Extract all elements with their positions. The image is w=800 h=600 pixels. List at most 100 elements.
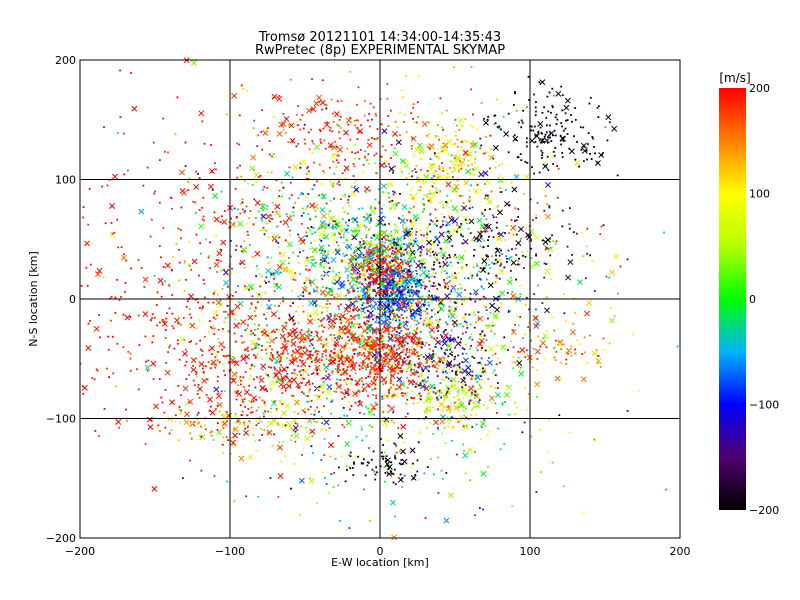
data-point-dot — [399, 192, 401, 195]
data-point-dot — [114, 296, 117, 299]
data-point-dot — [386, 270, 388, 273]
data-point-dot — [547, 419, 550, 422]
data-point-dot — [436, 173, 439, 176]
data-point-dot — [112, 372, 115, 375]
data-point-cross — [343, 165, 350, 172]
data-point-dot — [594, 439, 597, 442]
data-point-dot — [300, 374, 302, 376]
data-point-dot — [413, 385, 416, 388]
data-point-dot — [188, 323, 190, 326]
data-point-dot — [246, 327, 249, 330]
data-point-dot — [389, 274, 392, 277]
data-point-dot — [405, 394, 408, 397]
data-point-dot — [487, 245, 489, 247]
data-point-dot — [405, 306, 407, 309]
data-point-cross — [262, 130, 269, 137]
data-point-dot — [359, 272, 362, 275]
data-point-dot — [385, 267, 388, 269]
data-point-dot — [556, 118, 559, 121]
data-point-dot — [184, 403, 187, 406]
data-point-dot — [410, 254, 412, 257]
data-point-dot — [454, 142, 457, 145]
data-point-dot — [419, 431, 422, 433]
data-point-dot — [446, 395, 449, 397]
data-point-cross — [333, 111, 340, 118]
data-point-dot — [426, 233, 429, 236]
data-point-dot — [397, 282, 400, 285]
data-point-cross — [315, 394, 322, 401]
data-point-dot — [274, 368, 276, 371]
data-point-dot — [391, 293, 393, 295]
data-point-dot — [546, 203, 548, 206]
data-point-dot — [149, 235, 152, 238]
data-point-dot — [355, 258, 358, 261]
data-point-dot — [375, 319, 378, 321]
data-point-dot — [246, 414, 248, 417]
data-point-dot — [370, 372, 373, 375]
data-point-dot — [445, 376, 448, 379]
data-point-dot — [257, 343, 260, 346]
data-point-dot — [207, 301, 210, 304]
data-point-dot — [278, 95, 281, 97]
data-point-dot — [290, 395, 293, 397]
data-point-dot — [321, 249, 324, 252]
data-point-dot — [436, 220, 438, 222]
data-point-dot — [366, 302, 369, 305]
data-point-dot — [435, 188, 438, 191]
data-point-dot — [316, 501, 319, 504]
data-point-dot — [201, 218, 204, 221]
data-point-dot — [606, 139, 609, 142]
data-point-dot — [445, 363, 448, 366]
data-point-dot — [426, 194, 429, 197]
data-point-dot — [530, 239, 532, 242]
data-point-cross — [239, 259, 246, 266]
data-point-dot — [351, 338, 354, 340]
data-point-cross — [183, 411, 190, 418]
data-point-dot — [330, 400, 333, 403]
data-point-dot — [254, 386, 257, 389]
data-point-dot — [518, 263, 521, 266]
data-point-dot — [464, 289, 466, 291]
data-point-dot — [337, 248, 339, 251]
data-point-dot — [243, 421, 246, 424]
data-point-dot — [116, 132, 119, 134]
data-point-dot — [381, 262, 384, 265]
data-point-dot — [519, 316, 522, 318]
data-point-dot — [568, 223, 571, 226]
data-point-cross — [223, 279, 229, 286]
data-point-dot — [374, 272, 377, 275]
data-point-dot — [468, 337, 471, 340]
data-point-dot — [318, 385, 321, 388]
data-point-dot — [269, 220, 271, 223]
data-point-dot — [369, 262, 372, 264]
data-point-dot — [453, 396, 455, 399]
data-point-dot — [460, 233, 462, 236]
data-point-dot — [409, 231, 412, 233]
data-point-cross — [147, 424, 154, 431]
data-point-cross — [392, 150, 399, 157]
data-point-dot — [475, 400, 477, 403]
data-point-dot — [197, 434, 200, 437]
data-point-dot — [434, 272, 437, 275]
data-point-cross — [243, 429, 250, 436]
data-point-dot — [417, 284, 420, 287]
data-point-dot — [392, 190, 394, 193]
data-point-cross — [161, 320, 168, 327]
data-point-dot — [384, 315, 387, 318]
data-point-cross — [167, 416, 174, 423]
data-point-dot — [413, 121, 416, 124]
data-point-dot — [455, 370, 458, 373]
data-point-dot — [300, 214, 303, 217]
data-point-cross — [474, 374, 481, 381]
data-point-dot — [492, 236, 495, 239]
data-point-dot — [427, 304, 430, 307]
data-point-dot — [457, 389, 460, 392]
data-point-cross — [183, 419, 190, 426]
data-point-dot — [405, 351, 408, 354]
data-point-dot — [398, 280, 401, 282]
data-point-dot — [311, 152, 314, 154]
data-point-dot — [601, 152, 604, 155]
data-point-dot — [197, 173, 199, 175]
data-point-dot — [345, 294, 348, 297]
data-point-cross — [269, 271, 276, 278]
